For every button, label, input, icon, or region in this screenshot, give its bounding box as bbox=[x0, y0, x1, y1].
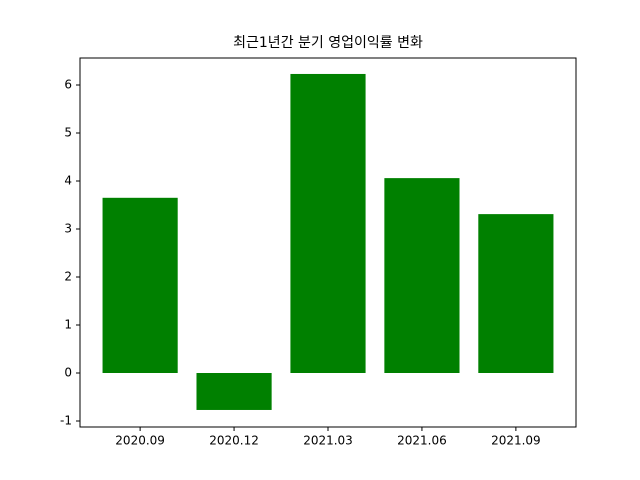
bar bbox=[384, 178, 460, 373]
y-tick-label: 2 bbox=[64, 270, 72, 284]
x-tick-label: 2020.12 bbox=[209, 434, 259, 448]
x-tick-label: 2021.03 bbox=[303, 434, 353, 448]
y-tick-label: 4 bbox=[64, 174, 72, 188]
x-tick-label: 2020.09 bbox=[115, 434, 165, 448]
chart-title: 최근1년간 분기 영업이익률 변화 bbox=[233, 35, 423, 51]
x-tick-label: 2021.06 bbox=[397, 434, 447, 448]
x-tick-label: 2021.09 bbox=[491, 434, 541, 448]
bar bbox=[102, 197, 178, 373]
y-tick-label: 6 bbox=[64, 78, 72, 92]
y-tick-label: 1 bbox=[64, 318, 72, 332]
y-tick-label: 5 bbox=[64, 126, 72, 140]
y-tick-label: 3 bbox=[64, 222, 72, 236]
y-tick-label: 0 bbox=[64, 366, 72, 380]
y-tick-label: -1 bbox=[60, 414, 72, 428]
bar bbox=[290, 73, 366, 374]
bar bbox=[196, 373, 272, 410]
bar bbox=[478, 214, 554, 373]
plot-frame bbox=[79, 57, 577, 428]
